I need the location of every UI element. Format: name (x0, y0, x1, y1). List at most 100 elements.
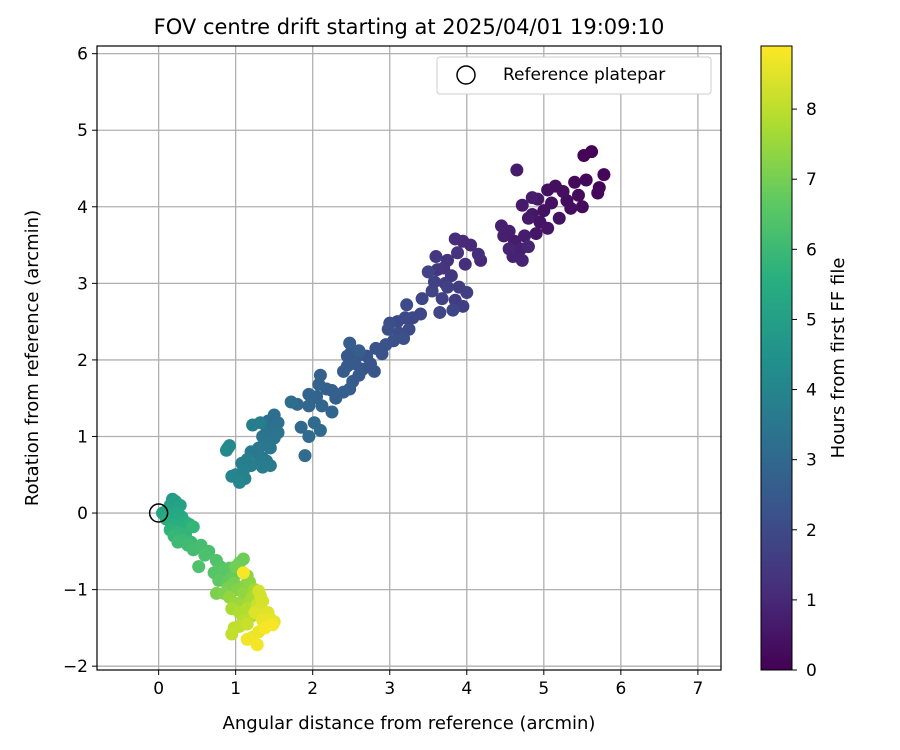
data-point (521, 240, 535, 254)
data-point (284, 395, 298, 409)
x-tick-label: 4 (461, 679, 472, 699)
colorbar-label: Hours from first FF file (828, 258, 849, 459)
data-point (367, 364, 381, 378)
scatter-points (155, 145, 611, 652)
x-axis-label: Angular distance from reference (arcmin) (223, 713, 596, 734)
y-tick-label: 2 (77, 351, 88, 371)
reference-marker (148, 503, 169, 523)
data-point (552, 211, 566, 225)
data-point (240, 632, 254, 646)
data-point (171, 535, 185, 549)
colorbar-tick-label: 6 (806, 240, 817, 260)
y-tick-label: 0 (77, 504, 88, 524)
data-point (233, 475, 247, 489)
data-point (302, 399, 316, 413)
data-point (352, 344, 366, 358)
y-tick-label: −2 (63, 657, 88, 677)
plot-frame (96, 45, 722, 671)
data-point (325, 405, 339, 419)
data-point (298, 449, 312, 463)
colorbar-ticks: 0 1 2 3 4 5 6 7 8 (792, 100, 817, 681)
grid-lines (97, 46, 721, 670)
data-point (521, 211, 535, 225)
data-point (315, 399, 329, 413)
data-point (529, 227, 543, 241)
data-point (537, 204, 551, 218)
data-point (429, 250, 443, 264)
data-point (571, 188, 585, 202)
data-point (471, 247, 485, 261)
legend-reference-marker (456, 65, 476, 85)
data-point (236, 566, 250, 580)
colorbar-gradient (760, 45, 793, 671)
colorbar-tick-label: 5 (806, 310, 817, 330)
data-point (577, 148, 591, 162)
data-point (225, 627, 239, 641)
data-point (460, 286, 474, 300)
data-point (312, 377, 326, 391)
data-point (219, 443, 233, 457)
x-tick-label: 5 (538, 679, 549, 699)
y-tick-label: 3 (77, 274, 88, 294)
data-point (421, 265, 435, 279)
x-tick-label: 1 (230, 679, 241, 699)
y-axis-label: Rotation from reference (arcmin) (22, 210, 43, 506)
data-point (456, 299, 470, 313)
colorbar-tick-label: 3 (806, 451, 817, 471)
colorbar: 0 1 2 3 4 5 6 7 8 Hours from first FF file (760, 45, 849, 681)
data-point (541, 183, 555, 197)
data-point (525, 191, 539, 205)
legend-label-reference: Reference platepar (503, 65, 665, 85)
data-point (597, 168, 611, 182)
y-tick-label: 5 (77, 121, 88, 141)
data-point (250, 638, 264, 652)
data-point (541, 221, 555, 235)
data-point (397, 331, 411, 345)
x-tick-label: 2 (307, 679, 318, 699)
data-point (502, 242, 516, 256)
x-tick-label: 0 (153, 679, 164, 699)
data-point (591, 186, 605, 200)
data-point (415, 292, 429, 306)
data-point (515, 253, 529, 267)
data-point (448, 232, 462, 246)
data-point (564, 201, 578, 215)
colorbar-tick-label: 1 (806, 591, 817, 611)
data-point (425, 284, 439, 298)
data-point (302, 429, 316, 443)
data-point (433, 305, 447, 319)
legend-box (436, 56, 712, 95)
data-point (510, 163, 524, 177)
y-tick-label: 6 (77, 45, 88, 65)
data-point (575, 200, 589, 214)
y-tick-label: −1 (63, 581, 88, 601)
data-point (369, 341, 383, 355)
legend: Reference platepar (436, 56, 712, 95)
data-point (263, 441, 277, 455)
data-point (343, 336, 357, 350)
x-axis-ticks: 0 1 2 3 4 5 6 7 (153, 670, 703, 699)
data-point (435, 292, 449, 306)
data-point (252, 584, 266, 598)
y-axis-ticks: −2 −1 0 1 2 3 4 5 6 (63, 45, 97, 677)
data-point (186, 520, 200, 534)
data-point (253, 416, 267, 430)
data-point (337, 364, 351, 378)
y-tick-label: 1 (77, 427, 88, 447)
data-point (451, 246, 465, 260)
chart-title: FOV centre drift starting at 2025/04/01 … (154, 15, 665, 39)
data-point (518, 229, 532, 243)
data-point (494, 219, 508, 233)
reference-platepar-marker (148, 503, 169, 523)
data-point (313, 423, 327, 437)
data-point (198, 548, 212, 562)
colorbar-tick-label: 2 (806, 521, 817, 541)
data-point (400, 298, 414, 312)
data-point (497, 229, 511, 243)
data-point (192, 560, 206, 574)
data-point (579, 173, 593, 187)
colorbar-tick-label: 4 (806, 381, 817, 401)
data-point (458, 257, 472, 271)
x-tick-label: 7 (692, 679, 703, 699)
